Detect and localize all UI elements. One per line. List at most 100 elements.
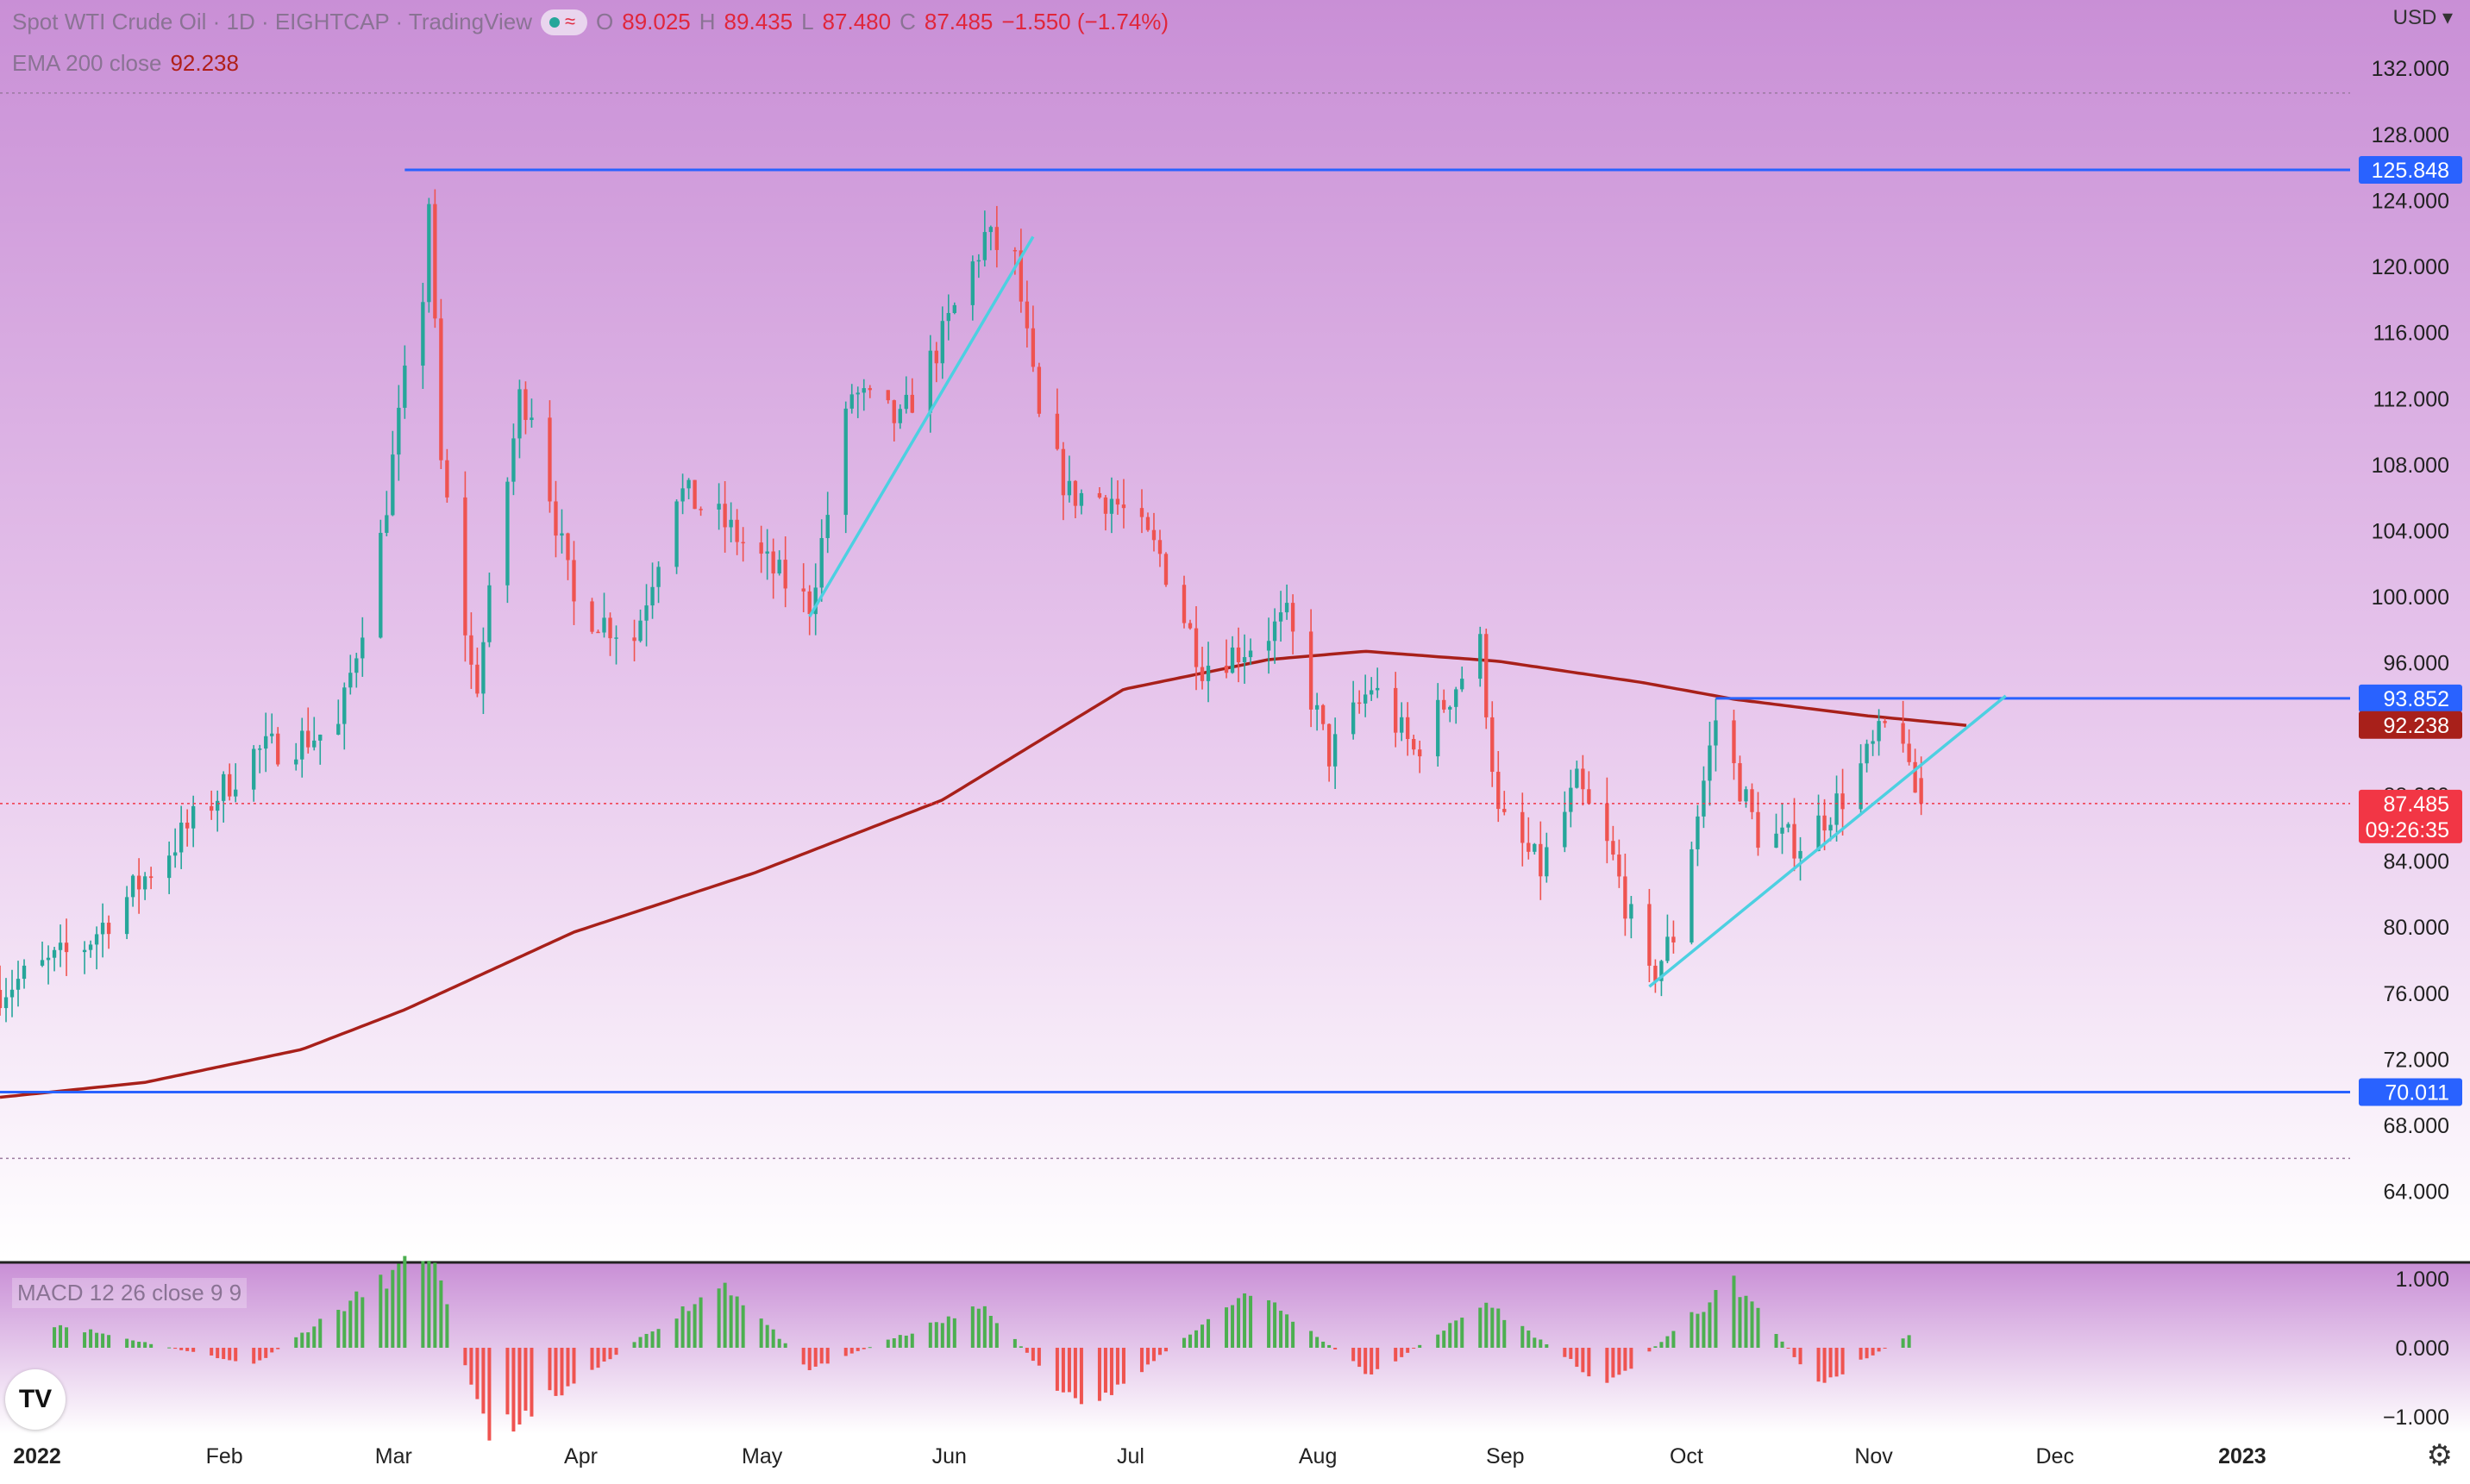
candle-body (717, 504, 721, 510)
candle-body (1200, 667, 1205, 681)
candle-body (148, 876, 154, 879)
ema-200-line (0, 649, 1967, 1099)
candle-body (886, 390, 890, 401)
macd-bar (608, 1348, 612, 1360)
macd-bar (294, 1337, 298, 1348)
gear-icon[interactable]: ⚙ (2426, 1439, 2453, 1472)
macd-bar (1109, 1348, 1113, 1395)
candle-body (1738, 763, 1742, 802)
macd-bar (463, 1348, 467, 1366)
candle-body (1115, 498, 1120, 505)
macd-bar (1067, 1348, 1071, 1393)
macd-bar (439, 1280, 443, 1348)
macd-bar (1756, 1307, 1760, 1348)
candle-body (1357, 702, 1362, 704)
candle-body (1623, 876, 1627, 919)
candle-body (1587, 789, 1591, 804)
tradingview-logo-icon[interactable]: TV (5, 1369, 66, 1430)
candle-body (1012, 249, 1018, 252)
macd-bar (1394, 1348, 1398, 1362)
candle-body (1151, 529, 1157, 541)
price-tick-label: 100.000 (2372, 585, 2449, 610)
candle-body (439, 318, 443, 460)
macd-bar (868, 1347, 872, 1349)
candle-body (862, 388, 866, 393)
candle-body (300, 730, 304, 760)
macd-bar (264, 1348, 268, 1358)
macd-legend[interactable]: MACD 12 26 close 9 9 (12, 1278, 248, 1308)
candle-body (1533, 843, 1537, 852)
high-label: H (699, 9, 716, 34)
candle-body (1774, 833, 1778, 848)
macd-bar (1834, 1348, 1839, 1377)
macd-bar (849, 1348, 854, 1354)
candle-body (904, 394, 908, 410)
ema-legend[interactable]: EMA 200 close 92.238 (12, 50, 239, 77)
macd-bar (566, 1348, 570, 1387)
currency-selector[interactable]: USD ▾ (2392, 6, 2453, 29)
candle-body (1400, 717, 1404, 733)
macd-bar (1786, 1348, 1790, 1349)
symbol-title[interactable]: Spot WTI Crude Oil · 1D · EIGHTCAP · Tra… (12, 9, 532, 34)
macd-bar (258, 1348, 262, 1361)
macd-bar (1490, 1307, 1495, 1348)
macd-bar (1309, 1331, 1313, 1348)
macd-bar (723, 1282, 727, 1348)
candle-body (228, 773, 232, 797)
macd-bar (1031, 1348, 1035, 1362)
macd-bar (1327, 1344, 1332, 1348)
candle-body (952, 304, 956, 313)
time-axis-label: 2023 (2218, 1444, 2266, 1468)
candle-body (88, 944, 93, 950)
candle-body (172, 852, 178, 856)
macd-bar (379, 1274, 383, 1348)
candle-body (487, 585, 492, 642)
candle-body (312, 740, 317, 748)
macd-bar (741, 1305, 745, 1348)
candle-body (807, 591, 812, 615)
macd-bar (771, 1329, 775, 1348)
macd-bar (1225, 1307, 1229, 1348)
macd-bar (674, 1318, 679, 1348)
macd-bar (179, 1348, 184, 1350)
macd-bar (886, 1339, 890, 1348)
candle-body (264, 736, 268, 749)
macd-bar (825, 1348, 830, 1364)
time-axis-label: 2022 (13, 1444, 61, 1468)
macd-bar (1581, 1348, 1585, 1373)
candle-body (741, 542, 745, 544)
time-axis-label: Aug (1299, 1444, 1337, 1468)
candle-body (777, 560, 781, 574)
candle-body (1230, 647, 1235, 673)
price-badge-ema-text: 92.238 (2384, 714, 2449, 738)
candle-body (1073, 480, 1078, 506)
candle-body (433, 204, 437, 319)
candle-body (976, 260, 981, 262)
candle-body (505, 481, 510, 585)
macd-bar (632, 1342, 636, 1348)
macd-bar (1157, 1348, 1162, 1356)
candle-body (686, 479, 691, 489)
macd-bar (1364, 1348, 1368, 1374)
candle-body (336, 723, 341, 735)
macd-bar (602, 1348, 606, 1362)
macd-bar (1406, 1348, 1410, 1353)
macd-bar (1025, 1348, 1029, 1353)
macd-bar (946, 1316, 950, 1348)
macd-bar (1454, 1320, 1458, 1348)
macd-bar (1623, 1348, 1627, 1371)
macd-bar (1690, 1312, 1694, 1348)
macd-bar (1563, 1348, 1567, 1357)
candle-body (1442, 699, 1446, 710)
candle-body (982, 232, 987, 260)
market-status-icon[interactable]: ≈ (541, 9, 587, 35)
price-badge-lower (2359, 1078, 2462, 1106)
candle-body (1272, 621, 1277, 642)
macd-bar (1545, 1344, 1549, 1348)
candle-body (106, 923, 111, 935)
candle-body (475, 664, 480, 694)
candle-body (16, 979, 21, 990)
candle-body (1314, 704, 1320, 710)
